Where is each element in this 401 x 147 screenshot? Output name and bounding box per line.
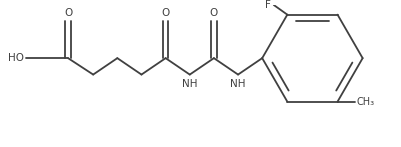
Text: O: O: [210, 8, 218, 18]
Text: O: O: [64, 8, 72, 18]
Text: NH: NH: [230, 79, 246, 89]
Text: CH₃: CH₃: [357, 97, 375, 107]
Text: O: O: [162, 8, 170, 18]
Text: HO: HO: [8, 53, 24, 63]
Text: NH: NH: [182, 79, 198, 89]
Text: F: F: [265, 0, 271, 10]
